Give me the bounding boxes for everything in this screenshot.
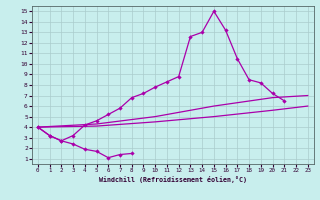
X-axis label: Windchill (Refroidissement éolien,°C): Windchill (Refroidissement éolien,°C) (99, 176, 247, 183)
